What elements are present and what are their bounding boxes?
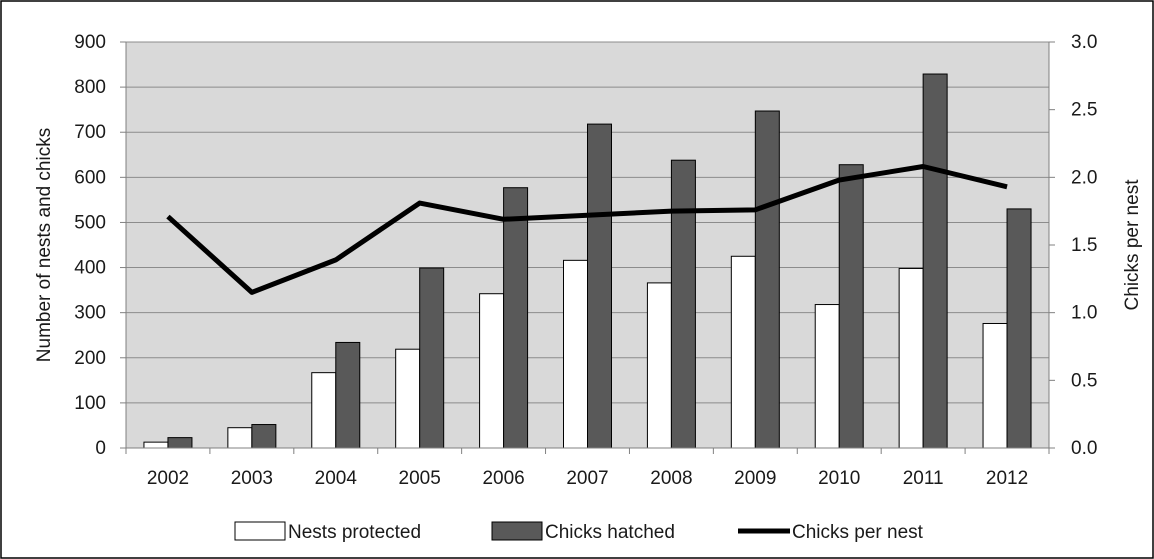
bar-nests-protected bbox=[898, 267, 924, 449]
y-axis-title: Number of nests and chicks bbox=[34, 128, 55, 362]
y2-tick-label: 2.0 bbox=[1071, 167, 1097, 188]
bar-chicks-hatched bbox=[587, 123, 612, 449]
y2-tick-label: 2.5 bbox=[1071, 100, 1097, 121]
y2-tick-label: 1.5 bbox=[1071, 235, 1097, 256]
y-tick-label: 900 bbox=[74, 32, 106, 53]
bar-nests-protected bbox=[395, 348, 421, 449]
x-tick-label: 2005 bbox=[399, 468, 441, 489]
x-tick-label: 2002 bbox=[147, 468, 189, 489]
bar-nests-protected bbox=[730, 255, 756, 449]
x-tick-label: 2006 bbox=[482, 468, 524, 489]
bar-chicks-hatched bbox=[1006, 208, 1032, 449]
legend-label-chicks-per-nest: Chicks per nest bbox=[792, 522, 924, 543]
bar-chicks-hatched bbox=[419, 267, 445, 449]
legend-swatch-nests-protected bbox=[234, 521, 286, 541]
bar-chicks-hatched bbox=[922, 73, 948, 449]
y-tick-label: 500 bbox=[74, 212, 106, 233]
legend-swatch-chicks-hatched bbox=[491, 521, 543, 541]
bar-nests-protected bbox=[982, 322, 1008, 449]
bar-chicks-hatched bbox=[251, 424, 277, 449]
y2-tick-label: 1.0 bbox=[1071, 303, 1097, 324]
y2-tick-label: 0.5 bbox=[1071, 370, 1097, 391]
bar-nests-protected bbox=[143, 441, 169, 449]
bar-chicks-hatched bbox=[167, 437, 193, 449]
bar-nests-protected bbox=[814, 304, 840, 449]
bars bbox=[143, 73, 1032, 449]
bar-chicks-hatched bbox=[503, 187, 529, 449]
y-tick-label: 700 bbox=[74, 122, 106, 143]
y2-tick-label: 0.0 bbox=[1071, 438, 1097, 459]
legend: Nests protected Chicks hatched Chicks pe… bbox=[234, 521, 924, 543]
bar-chicks-hatched bbox=[838, 164, 864, 449]
x-tick-label: 2010 bbox=[818, 468, 860, 489]
y-tick-label: 600 bbox=[74, 167, 106, 188]
x-tick-label: 2011 bbox=[903, 468, 944, 489]
y-tick-label: 300 bbox=[74, 303, 106, 324]
x-tick-label: 2007 bbox=[566, 468, 608, 489]
x-tick-label: 2004 bbox=[315, 468, 358, 489]
bar-nests-protected bbox=[479, 293, 505, 449]
legend-label-nests-protected: Nests protected bbox=[288, 522, 421, 543]
bar-chicks-hatched bbox=[670, 159, 696, 449]
x-tick-label: 2008 bbox=[650, 468, 692, 489]
y2-axis-title: Chicks per nest bbox=[1122, 179, 1143, 311]
bar-nests-protected bbox=[646, 282, 672, 449]
y-tick-label: 0 bbox=[95, 438, 106, 459]
bar-chicks-hatched bbox=[335, 341, 361, 449]
y-tick-label: 800 bbox=[74, 77, 106, 98]
bar-nests-protected bbox=[563, 259, 588, 449]
legend-label-chicks-hatched: Chicks hatched bbox=[545, 522, 675, 543]
x-tick-label: 2012 bbox=[986, 468, 1028, 489]
bar-nests-protected bbox=[311, 372, 337, 449]
y-tick-label: 400 bbox=[74, 258, 106, 279]
y-tick-label: 100 bbox=[74, 393, 106, 414]
bar-nests-protected bbox=[227, 427, 253, 449]
y-tick-label: 200 bbox=[74, 348, 106, 369]
line-series bbox=[166, 164, 1008, 295]
x-tick-label: 2003 bbox=[231, 468, 273, 489]
y2-tick-label: 3.0 bbox=[1071, 32, 1097, 53]
axes: 0 100 200 300 400 500 600 700 800 900 0.0 0.5 1.0 1.5… bbox=[74, 32, 1097, 489]
bar-chicks-hatched bbox=[754, 110, 780, 449]
x-tick-label: 2009 bbox=[734, 468, 776, 489]
